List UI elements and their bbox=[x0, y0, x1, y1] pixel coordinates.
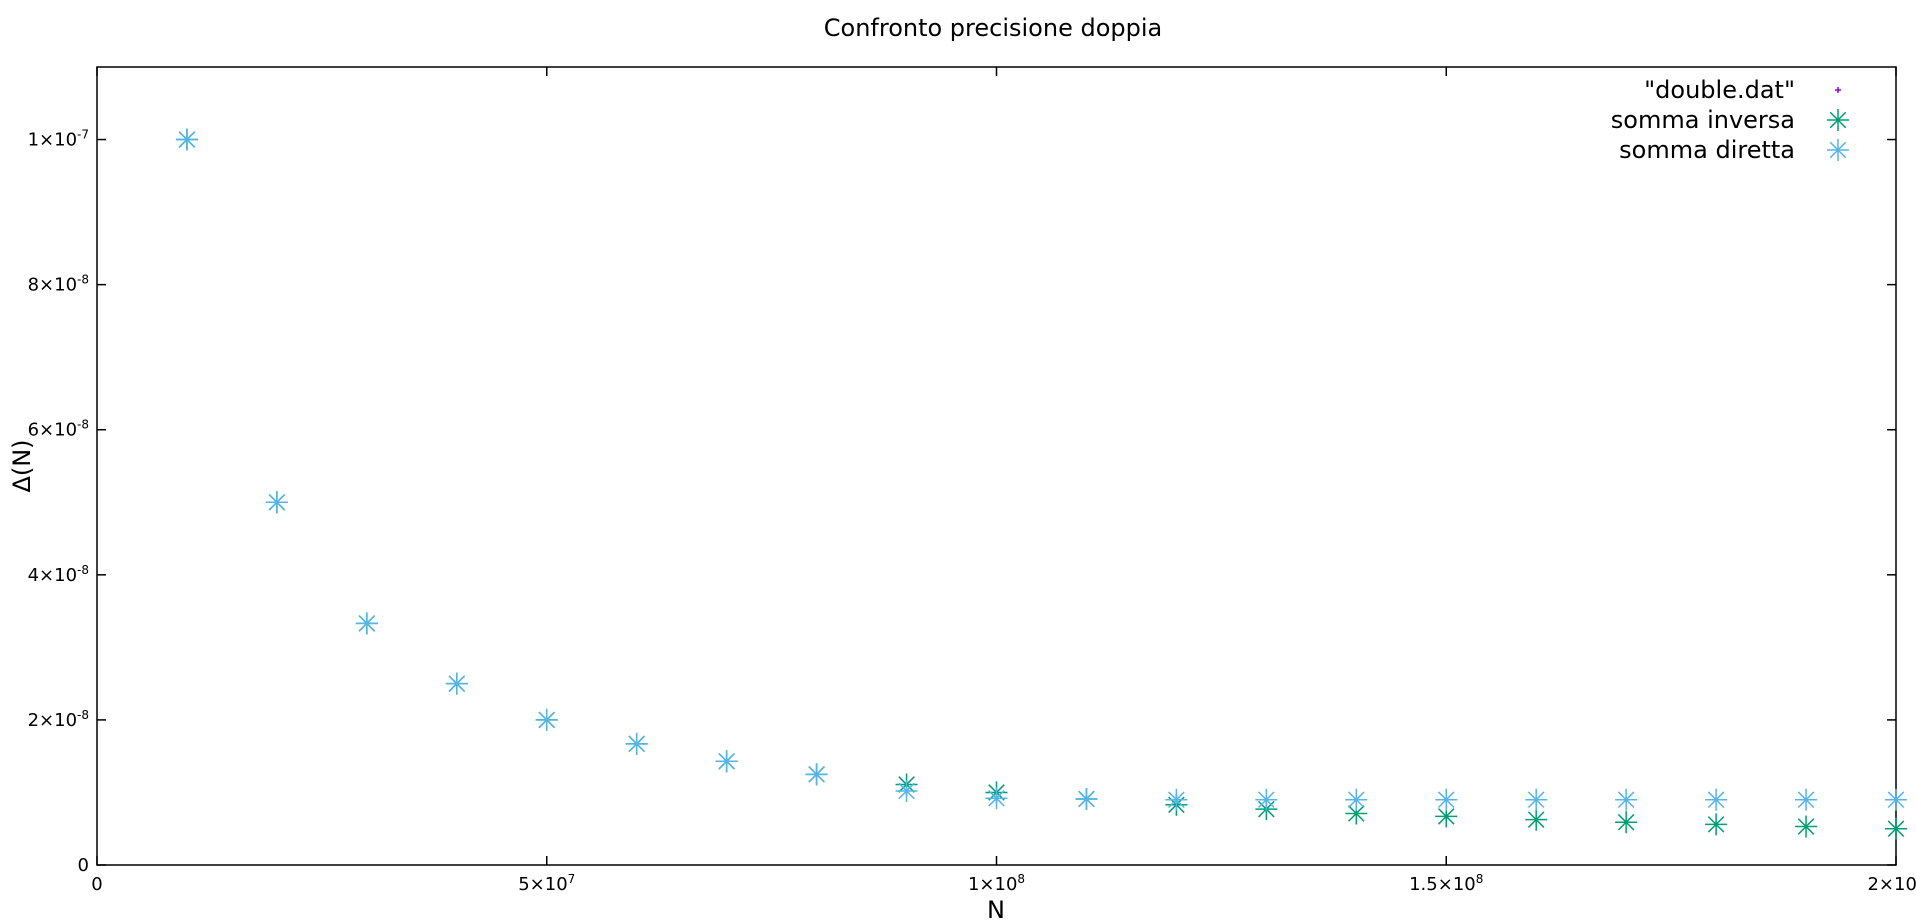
series-somma-inversa bbox=[175, 128, 1907, 840]
x-tick-label: 0 bbox=[91, 874, 102, 895]
data-point bbox=[535, 708, 558, 731]
data-point bbox=[355, 612, 378, 635]
data-point bbox=[1075, 787, 1098, 810]
data-point bbox=[1345, 788, 1368, 811]
data-point bbox=[1705, 813, 1728, 836]
data-points bbox=[175, 128, 1907, 840]
data-point bbox=[1705, 788, 1728, 811]
x-tick-label: 1×108 bbox=[968, 872, 1025, 895]
data-point bbox=[805, 763, 828, 786]
x-tick-label: 1.5×108 bbox=[1409, 872, 1483, 895]
data-point bbox=[1795, 815, 1818, 838]
y-tick-label: 0 bbox=[78, 855, 89, 876]
plot-frame bbox=[96, 66, 1897, 866]
legend-label: somma inversa bbox=[1611, 106, 1795, 134]
data-point bbox=[1615, 788, 1638, 811]
data-point bbox=[265, 491, 288, 514]
data-point bbox=[895, 780, 918, 803]
y-tick-label: 6×10-8 bbox=[28, 418, 89, 441]
y-tick-label: 1×10-7 bbox=[28, 128, 89, 151]
x-tick-label: 5×107 bbox=[518, 872, 575, 895]
data-point bbox=[1525, 788, 1548, 811]
series-somma-diretta bbox=[175, 128, 1907, 811]
chart-title: Confronto precisione doppia bbox=[824, 14, 1162, 42]
x-tick-label: 2×108 bbox=[1867, 872, 1916, 895]
data-point bbox=[1615, 811, 1638, 834]
data-point bbox=[985, 787, 1008, 810]
legend-label: somma diretta bbox=[1619, 136, 1795, 164]
axis-ticks: 0 5×107 1×108 1.5×108 2×108 0 2×10-8 4×10-8 6×10… bbox=[28, 67, 1916, 895]
legend-marker bbox=[1835, 87, 1841, 93]
y-tick-label: 2×10-8 bbox=[28, 708, 89, 731]
data-point bbox=[175, 128, 198, 151]
legend-marker bbox=[1827, 139, 1849, 161]
data-point bbox=[1795, 788, 1818, 811]
data-point bbox=[1255, 788, 1278, 811]
legend-label: "double.dat" bbox=[1644, 76, 1795, 104]
y-axis-label: Δ(N) bbox=[8, 439, 36, 492]
x-axis-label: N bbox=[987, 896, 1005, 922]
data-point bbox=[1165, 788, 1188, 811]
data-point bbox=[1435, 788, 1458, 811]
data-point bbox=[1525, 808, 1548, 831]
data-point bbox=[715, 750, 738, 773]
data-point bbox=[625, 732, 648, 755]
data-point bbox=[1885, 817, 1907, 840]
data-point bbox=[1885, 788, 1907, 811]
y-tick-label: 4×10-8 bbox=[28, 563, 89, 586]
y-tick-label: 8×10-8 bbox=[28, 273, 89, 296]
data-point bbox=[445, 672, 468, 695]
legend-marker bbox=[1827, 109, 1849, 131]
